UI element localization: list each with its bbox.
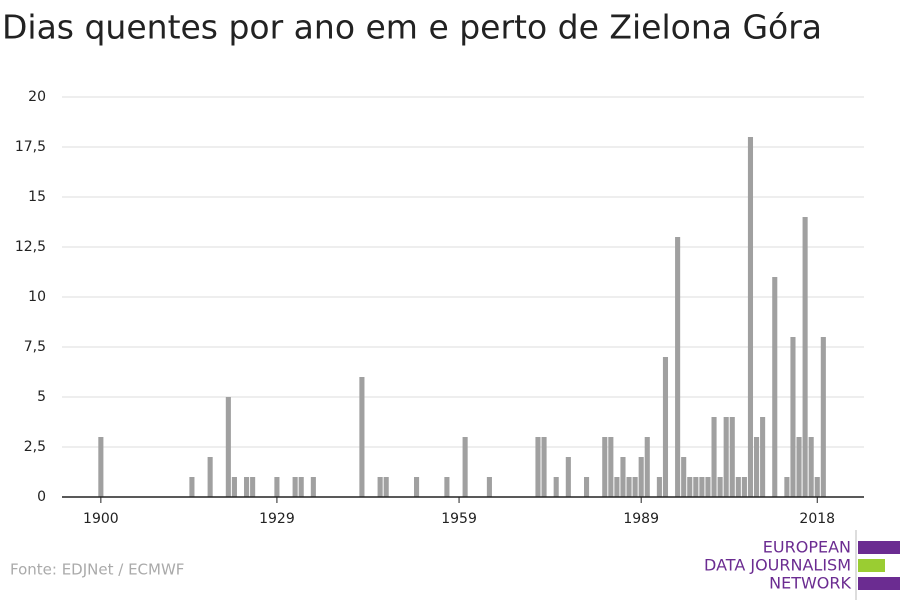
bar [820, 337, 826, 497]
x-tick-label: 1959 [441, 511, 477, 527]
bar [753, 437, 760, 497]
bar [231, 477, 237, 497]
logo-bar [858, 559, 885, 572]
bar [541, 437, 547, 497]
bar [729, 417, 735, 497]
logo-text: DATA JOURNALISM [704, 556, 851, 575]
bar [626, 477, 632, 497]
bar [377, 477, 383, 497]
y-tick-label: 20 [28, 89, 46, 105]
bar [292, 477, 298, 497]
bar [620, 457, 626, 497]
bar [796, 437, 802, 497]
bar [784, 477, 790, 497]
y-tick-label: 2,5 [24, 439, 46, 455]
bar [747, 137, 754, 497]
bar [644, 437, 650, 497]
y-tick-label: 12,5 [15, 239, 46, 255]
chart-title: Dias quentes por ano em e perto de Zielo… [2, 8, 822, 47]
bar [699, 477, 705, 497]
bar [808, 437, 814, 497]
x-tick-label: 2018 [799, 511, 835, 527]
bar [723, 417, 729, 497]
bar [711, 417, 717, 497]
bar [414, 477, 420, 497]
bar [687, 477, 693, 497]
y-tick-label: 5 [37, 389, 46, 405]
bar [802, 217, 808, 497]
logo-bar [858, 577, 900, 590]
bar [675, 237, 681, 497]
bar [608, 437, 614, 497]
logo-text: NETWORK [769, 574, 851, 593]
bar [359, 377, 365, 497]
bar [98, 437, 104, 497]
bar [614, 477, 620, 497]
bar [693, 477, 699, 497]
bar [662, 357, 669, 497]
y-tick-label: 7,5 [24, 339, 46, 355]
bar [772, 277, 778, 497]
bar [565, 457, 571, 497]
bar [717, 477, 723, 497]
bar [444, 477, 450, 497]
bar [244, 477, 250, 497]
y-tick-label: 10 [28, 289, 46, 305]
bar [602, 437, 608, 497]
bar [741, 477, 747, 497]
bar [225, 397, 231, 497]
bar [189, 477, 195, 497]
bar [274, 477, 280, 497]
bar [298, 477, 304, 497]
logo-text: EUROPEAN [763, 538, 851, 557]
bar [638, 457, 644, 497]
bar [310, 477, 316, 497]
bar [207, 457, 213, 497]
bar [462, 437, 468, 497]
bar [553, 477, 559, 497]
bar [535, 437, 541, 497]
bar [656, 477, 662, 497]
bar [681, 457, 687, 497]
y-tick-label: 0 [37, 489, 46, 505]
bar [705, 477, 711, 497]
y-tick-label: 17,5 [15, 139, 46, 155]
logo-bar [858, 541, 900, 554]
bar [383, 477, 389, 497]
bar [760, 417, 766, 497]
source: Fonte: EDJNet / ECMWF [10, 561, 184, 579]
bar [814, 477, 820, 497]
x-tick-label: 1929 [259, 511, 295, 527]
x-tick-label: 1989 [623, 511, 659, 527]
bar [486, 477, 492, 497]
bar [250, 477, 256, 497]
bar [790, 337, 796, 497]
y-tick-label: 15 [28, 189, 46, 205]
x-tick-label: 1900 [83, 511, 119, 527]
bar [583, 477, 590, 497]
bar [735, 477, 741, 497]
bar [632, 477, 638, 497]
